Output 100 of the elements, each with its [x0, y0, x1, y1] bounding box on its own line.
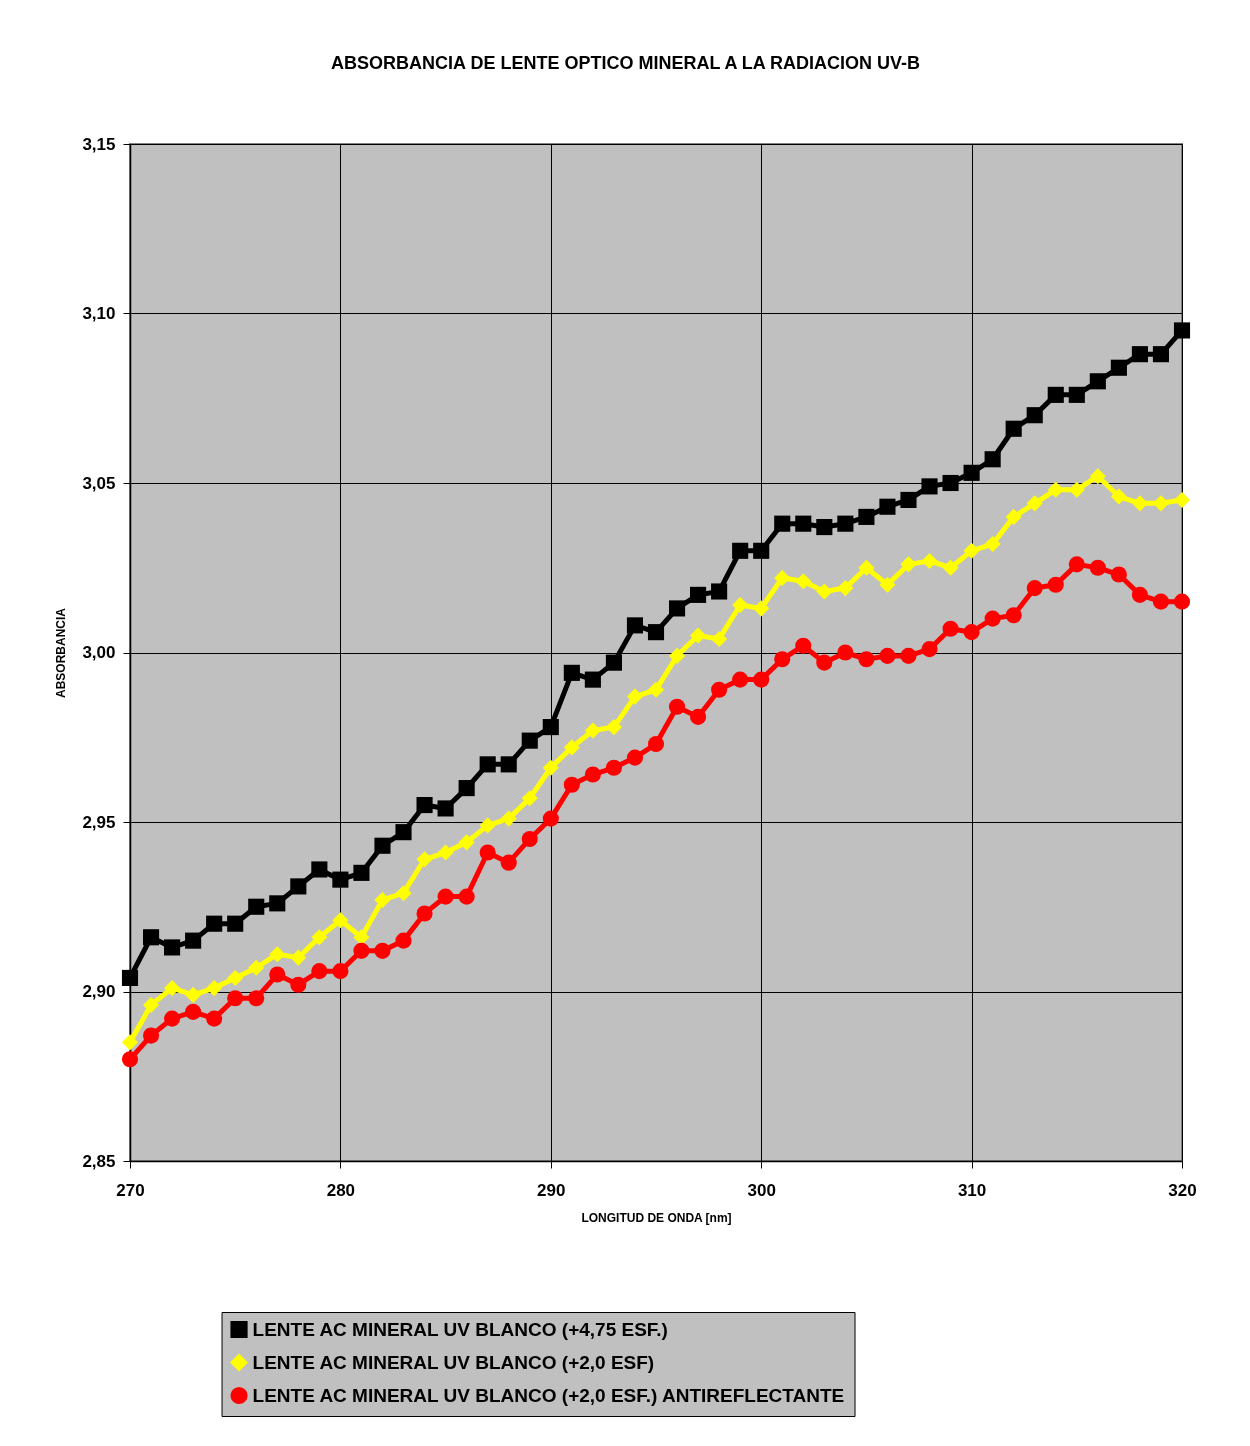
point — [690, 586, 707, 603]
point — [227, 969, 244, 986]
point — [584, 671, 601, 688]
point — [837, 644, 854, 661]
point — [795, 515, 812, 532]
point — [690, 708, 707, 725]
point — [374, 891, 391, 909]
point — [1173, 593, 1191, 610]
point — [1089, 559, 1106, 576]
point — [227, 915, 244, 932]
point — [837, 515, 854, 532]
x-tick-label: 300 — [747, 1180, 776, 1200]
point — [605, 759, 622, 776]
point — [142, 1027, 160, 1044]
point — [521, 732, 538, 749]
point — [816, 654, 833, 671]
point — [1110, 359, 1127, 376]
point — [374, 837, 391, 854]
point — [1089, 468, 1106, 485]
y-tick-label: 3,10 — [82, 304, 116, 323]
point — [795, 573, 812, 590]
point — [437, 800, 454, 817]
point — [984, 610, 1001, 627]
point — [1110, 566, 1127, 583]
x-tick-label: 280 — [326, 1180, 356, 1200]
point — [248, 990, 265, 1007]
point — [942, 620, 959, 637]
y-tick-label: 3,15 — [82, 134, 116, 154]
x-tick-label: 290 — [537, 1180, 566, 1200]
point — [521, 790, 538, 807]
point — [774, 569, 791, 586]
point — [479, 756, 496, 773]
point — [900, 491, 917, 509]
point — [458, 888, 475, 905]
point — [1173, 322, 1191, 339]
point — [269, 946, 286, 963]
point — [1152, 593, 1170, 610]
point — [563, 776, 580, 793]
point — [500, 810, 517, 827]
point — [774, 651, 791, 668]
point — [732, 542, 749, 559]
point — [1131, 495, 1148, 512]
point — [248, 959, 265, 976]
point — [395, 932, 412, 949]
point — [858, 508, 875, 525]
point — [1089, 373, 1106, 390]
point — [311, 861, 328, 878]
point — [963, 542, 980, 559]
point — [458, 834, 475, 851]
point — [626, 617, 644, 634]
point — [206, 1010, 223, 1027]
point — [668, 600, 686, 617]
point — [479, 844, 496, 861]
point — [1026, 495, 1043, 512]
point — [753, 600, 770, 617]
point — [626, 688, 644, 705]
point — [1047, 576, 1064, 593]
point — [416, 796, 433, 814]
legend-label: LENTE AC MINERAL UV BLANCO (+2,0 ESF.) ANTIREFLECTANTE — [252, 1384, 845, 1406]
point — [311, 963, 328, 980]
point — [942, 559, 959, 576]
point — [353, 864, 370, 881]
point — [1110, 488, 1127, 505]
point — [290, 949, 307, 966]
point — [542, 759, 559, 776]
point — [416, 851, 433, 868]
point — [458, 780, 475, 797]
point — [984, 451, 1001, 468]
point — [206, 915, 223, 932]
point — [984, 535, 1001, 553]
point — [795, 637, 812, 654]
y-tick-label: 2,95 — [82, 812, 116, 832]
point — [395, 824, 412, 841]
y-tick-label: 2,90 — [82, 982, 116, 1001]
point — [1026, 580, 1043, 597]
point — [816, 583, 833, 600]
point — [563, 739, 580, 756]
legend-label: LENTE AC MINERAL UV BLANCO (+4,75 ESF.) — [252, 1318, 668, 1340]
point — [121, 969, 139, 986]
point — [605, 654, 622, 671]
point — [185, 986, 202, 1003]
point — [437, 888, 454, 905]
point — [1047, 386, 1064, 403]
point — [1005, 508, 1022, 525]
point — [206, 980, 223, 997]
x-tick-label: 310 — [957, 1180, 987, 1200]
point — [858, 559, 875, 576]
point — [248, 898, 265, 915]
point — [1173, 491, 1191, 509]
legend-label: LENTE AC MINERAL UV BLANCO (+2,0 ESF) — [252, 1351, 655, 1373]
point — [332, 963, 349, 980]
point — [416, 905, 433, 922]
point — [121, 1051, 139, 1068]
x-axis-title: LONGITUD DE ONDA [nm] — [581, 1210, 732, 1225]
point — [290, 976, 307, 993]
point — [269, 895, 286, 912]
point — [647, 735, 665, 753]
point — [164, 980, 181, 997]
point — [711, 681, 728, 698]
point — [753, 542, 770, 559]
